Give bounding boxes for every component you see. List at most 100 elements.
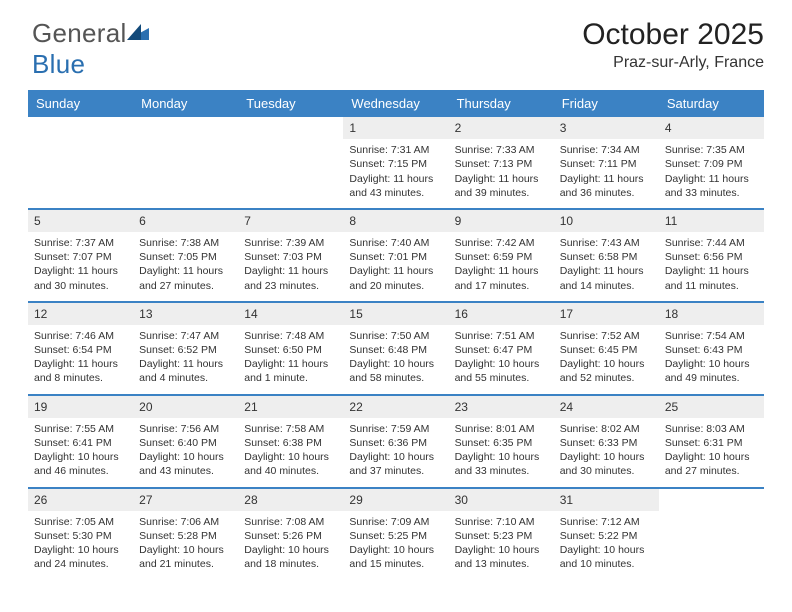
page-title: October 2025 (582, 18, 764, 52)
day-number: 29 (343, 489, 448, 511)
day-info-line: Sunset: 6:56 PM (665, 250, 758, 264)
day-info-line: and 13 minutes. (455, 557, 548, 571)
calendar-day-cell: 1Sunrise: 7:31 AMSunset: 7:15 PMDaylight… (343, 117, 448, 209)
weekday-header: Tuesday (238, 90, 343, 117)
day-info-line: Sunset: 6:31 PM (665, 436, 758, 450)
day-info-line: Sunrise: 7:47 AM (139, 329, 232, 343)
day-info-line: Daylight: 10 hours (139, 450, 232, 464)
calendar-day-cell (659, 488, 764, 580)
day-info-line: Daylight: 10 hours (349, 357, 442, 371)
day-number: 11 (659, 210, 764, 232)
day-info-line: Daylight: 11 hours (349, 172, 442, 186)
calendar-day-cell: 22Sunrise: 7:59 AMSunset: 6:36 PMDayligh… (343, 395, 448, 488)
day-number: 30 (449, 489, 554, 511)
calendar-week-row: 19Sunrise: 7:55 AMSunset: 6:41 PMDayligh… (28, 395, 764, 488)
day-number: 7 (238, 210, 343, 232)
calendar-page: GeneralBlue October 2025 Praz-sur-Arly, … (0, 0, 792, 612)
logo-mark-icon (127, 16, 149, 47)
day-number: 8 (343, 210, 448, 232)
day-info-line: and 8 minutes. (34, 371, 127, 385)
day-number: 2 (449, 117, 554, 139)
day-number: 6 (133, 210, 238, 232)
day-number: 22 (343, 396, 448, 418)
calendar-day-cell: 5Sunrise: 7:37 AMSunset: 7:07 PMDaylight… (28, 209, 133, 302)
day-info-line: and 11 minutes. (665, 279, 758, 293)
day-info-line: Sunset: 7:13 PM (455, 157, 548, 171)
day-number: 31 (554, 489, 659, 511)
calendar-week-row: 12Sunrise: 7:46 AMSunset: 6:54 PMDayligh… (28, 302, 764, 395)
calendar-week-row: 1Sunrise: 7:31 AMSunset: 7:15 PMDaylight… (28, 117, 764, 209)
day-info-line: Daylight: 10 hours (665, 357, 758, 371)
day-info-line: and 43 minutes. (139, 464, 232, 478)
calendar-day-cell: 18Sunrise: 7:54 AMSunset: 6:43 PMDayligh… (659, 302, 764, 395)
day-number: 5 (28, 210, 133, 232)
day-info-line: and 27 minutes. (139, 279, 232, 293)
day-info-line: and 17 minutes. (455, 279, 548, 293)
logo-word-2: Blue (32, 49, 85, 79)
location-label: Praz-sur-Arly, France (582, 54, 764, 72)
day-info-line: Daylight: 10 hours (34, 543, 127, 557)
day-info-line: and 33 minutes. (455, 464, 548, 478)
calendar-day-cell: 7Sunrise: 7:39 AMSunset: 7:03 PMDaylight… (238, 209, 343, 302)
logo: GeneralBlue (28, 18, 149, 80)
day-info-line: Daylight: 11 hours (139, 264, 232, 278)
day-number: 20 (133, 396, 238, 418)
day-info-line: and 39 minutes. (455, 186, 548, 200)
day-number: 10 (554, 210, 659, 232)
day-info-line: Daylight: 11 hours (34, 357, 127, 371)
calendar-day-cell: 4Sunrise: 7:35 AMSunset: 7:09 PMDaylight… (659, 117, 764, 209)
day-number: 9 (449, 210, 554, 232)
day-info-line: and 49 minutes. (665, 371, 758, 385)
calendar-day-cell: 16Sunrise: 7:51 AMSunset: 6:47 PMDayligh… (449, 302, 554, 395)
day-info-line: Sunrise: 7:34 AM (560, 143, 653, 157)
day-info-line: Daylight: 11 hours (665, 264, 758, 278)
day-number: 13 (133, 303, 238, 325)
day-info-line: Sunrise: 7:08 AM (244, 515, 337, 529)
day-number: 14 (238, 303, 343, 325)
logo-text: GeneralBlue (32, 18, 149, 80)
calendar-day-cell: 23Sunrise: 8:01 AMSunset: 6:35 PMDayligh… (449, 395, 554, 488)
day-info-line: Daylight: 10 hours (455, 357, 548, 371)
day-number: 16 (449, 303, 554, 325)
day-info-line: Sunset: 6:40 PM (139, 436, 232, 450)
day-number: 28 (238, 489, 343, 511)
calendar-day-cell: 31Sunrise: 7:12 AMSunset: 5:22 PMDayligh… (554, 488, 659, 580)
day-info-line: Sunrise: 7:33 AM (455, 143, 548, 157)
day-info-line: Daylight: 11 hours (139, 357, 232, 371)
day-info-line: Daylight: 10 hours (349, 543, 442, 557)
calendar-day-cell: 26Sunrise: 7:05 AMSunset: 5:30 PMDayligh… (28, 488, 133, 580)
weekday-header: Friday (554, 90, 659, 117)
calendar-day-cell: 17Sunrise: 7:52 AMSunset: 6:45 PMDayligh… (554, 302, 659, 395)
day-info-line: Sunrise: 7:44 AM (665, 236, 758, 250)
day-info-line: Sunset: 5:30 PM (34, 529, 127, 543)
day-info-line: Daylight: 11 hours (560, 172, 653, 186)
day-info-line: and 10 minutes. (560, 557, 653, 571)
weekday-header: Monday (133, 90, 238, 117)
calendar-day-cell: 14Sunrise: 7:48 AMSunset: 6:50 PMDayligh… (238, 302, 343, 395)
day-info-line: Sunrise: 7:50 AM (349, 329, 442, 343)
calendar-table: SundayMondayTuesdayWednesdayThursdayFrid… (28, 90, 764, 579)
day-number: 4 (659, 117, 764, 139)
calendar-week-row: 26Sunrise: 7:05 AMSunset: 5:30 PMDayligh… (28, 488, 764, 580)
day-info-line: Sunrise: 8:03 AM (665, 422, 758, 436)
calendar-day-cell: 25Sunrise: 8:03 AMSunset: 6:31 PMDayligh… (659, 395, 764, 488)
calendar-day-cell: 2Sunrise: 7:33 AMSunset: 7:13 PMDaylight… (449, 117, 554, 209)
day-info-line: Sunrise: 7:42 AM (455, 236, 548, 250)
day-info-line: Daylight: 10 hours (34, 450, 127, 464)
day-number: 1 (343, 117, 448, 139)
day-number: 3 (554, 117, 659, 139)
day-info-line: Sunrise: 7:06 AM (139, 515, 232, 529)
day-number: 23 (449, 396, 554, 418)
day-info-line: and 20 minutes. (349, 279, 442, 293)
day-info-line: Daylight: 10 hours (244, 543, 337, 557)
day-number: 17 (554, 303, 659, 325)
day-info-line: Sunset: 6:48 PM (349, 343, 442, 357)
day-info-line: Daylight: 11 hours (244, 264, 337, 278)
weekday-header: Saturday (659, 90, 764, 117)
day-info-line: Sunrise: 7:51 AM (455, 329, 548, 343)
day-info-line: Sunset: 5:23 PM (455, 529, 548, 543)
day-info-line: Sunset: 7:15 PM (349, 157, 442, 171)
day-info-line: Daylight: 11 hours (349, 264, 442, 278)
day-info-line: and 1 minute. (244, 371, 337, 385)
calendar-day-cell: 24Sunrise: 8:02 AMSunset: 6:33 PMDayligh… (554, 395, 659, 488)
